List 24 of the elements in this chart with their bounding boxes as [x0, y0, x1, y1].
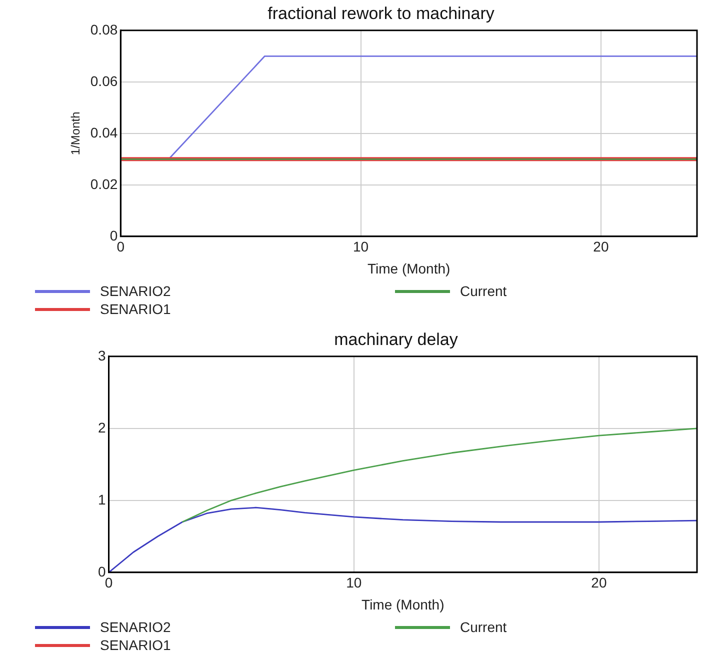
y-axis-title: 1/Month	[68, 112, 83, 156]
legend-label: SENARIO1	[100, 637, 171, 653]
x-axis-title: Time (Month)	[362, 596, 444, 612]
y-tick-label: 0.04	[90, 124, 118, 140]
chart-title: fractional rework to machinary	[268, 4, 495, 23]
chart-title: machinary delay	[334, 330, 458, 349]
y-tick-label: 3	[98, 347, 106, 364]
legend-label: SENARIO2	[100, 619, 171, 635]
y-tick-label: 0.08	[90, 21, 118, 38]
y-tick-label: 0	[110, 227, 118, 244]
x-axis-title: Time (Month)	[367, 260, 450, 276]
y-tick-label: 0.02	[90, 176, 118, 192]
x-tick-label: 10	[353, 238, 369, 255]
y-tick-label: 0.06	[90, 72, 118, 89]
y-tick-label: 1	[98, 491, 106, 508]
x-tick-label: 10	[346, 574, 362, 591]
x-tick-label: 20	[591, 574, 607, 591]
x-tick-label: 20	[593, 238, 609, 255]
legend-label: Current	[460, 619, 507, 635]
y-tick-label: 2	[98, 419, 106, 436]
legend-label: Current	[460, 283, 507, 299]
y-tick-label: 0	[98, 563, 106, 580]
legend-label: SENARIO1	[100, 301, 171, 317]
legend-label: SENARIO2	[100, 283, 171, 299]
